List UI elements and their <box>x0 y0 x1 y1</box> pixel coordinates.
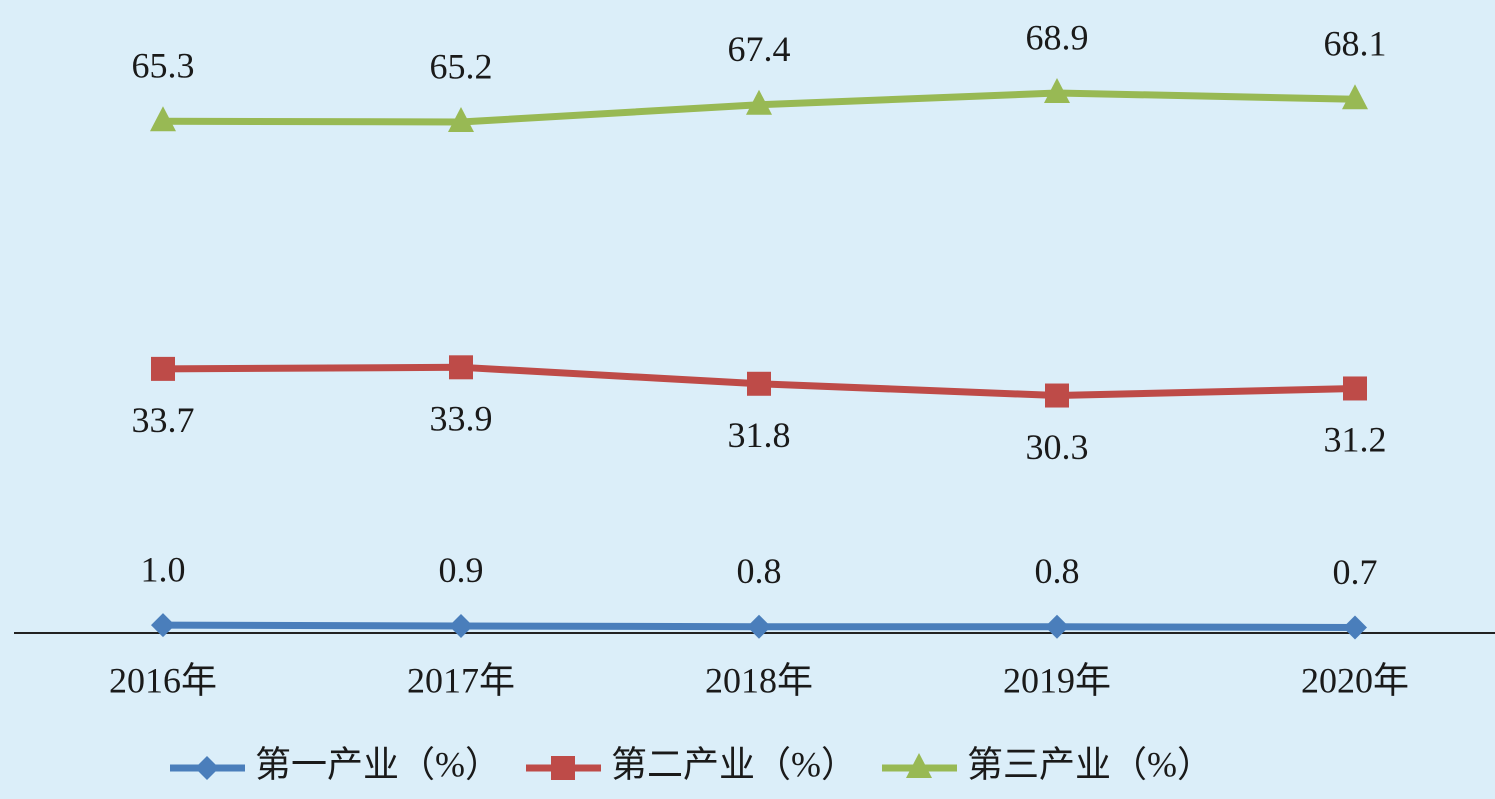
x-tick-label: 2016年 <box>109 660 217 700</box>
x-tick-label: 2019年 <box>1003 660 1111 700</box>
marker <box>1045 614 1069 639</box>
data-label: 67.4 <box>728 29 791 69</box>
marker <box>906 753 932 778</box>
data-label: 1.0 <box>141 549 186 589</box>
data-label: 0.8 <box>1035 551 1080 591</box>
marker <box>1045 383 1069 408</box>
marker <box>151 356 175 381</box>
data-label: 65.3 <box>132 45 195 85</box>
data-label: 0.9 <box>439 550 484 590</box>
legend-label: 第一产业（%） <box>255 744 501 784</box>
marker <box>747 371 771 396</box>
marker <box>449 355 473 380</box>
marker <box>1343 376 1367 401</box>
data-label: 0.7 <box>1333 552 1378 592</box>
marker <box>151 613 175 638</box>
x-tick-label: 2018年 <box>705 660 813 700</box>
data-label: 31.8 <box>728 415 791 455</box>
marker <box>448 106 474 132</box>
data-label: 65.2 <box>430 46 493 86</box>
data-label: 68.1 <box>1324 24 1387 64</box>
data-label: 30.3 <box>1026 427 1089 467</box>
data-label: 68.9 <box>1026 17 1089 57</box>
legend-label: 第三产业（%） <box>967 744 1213 784</box>
marker <box>1343 615 1367 640</box>
marker <box>1342 84 1368 110</box>
marker <box>150 106 176 132</box>
data-label: 33.9 <box>430 399 493 439</box>
data-label: 0.8 <box>737 551 782 591</box>
x-tick-label: 2020年 <box>1301 660 1409 700</box>
marker <box>747 614 771 639</box>
marker <box>1044 77 1070 103</box>
data-label: 33.7 <box>132 400 195 440</box>
legend-label: 第二产业（%） <box>611 744 857 784</box>
x-tick-label: 2017年 <box>407 660 515 700</box>
marker <box>746 89 772 115</box>
data-label: 31.2 <box>1324 420 1387 460</box>
marker <box>551 756 575 780</box>
marker <box>449 613 473 638</box>
marker <box>195 756 219 780</box>
